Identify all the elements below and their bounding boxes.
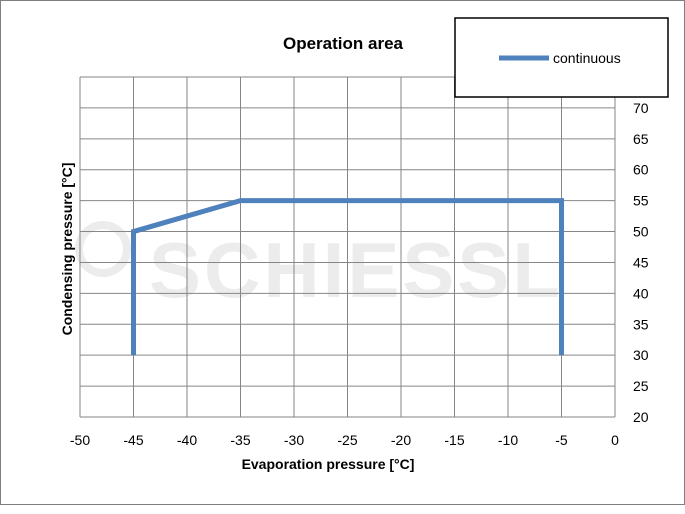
y-axis-ticks: 20 25 30 35 40 45 50 55 60 65 70 — [633, 100, 649, 425]
x-tick-label-10: 0 — [611, 432, 619, 448]
watermark-text: SCHIESSL — [149, 226, 563, 314]
chart-title: Operation area — [283, 34, 404, 53]
y-tick-label-9: 65 — [633, 131, 649, 147]
y-tick-label-8: 60 — [633, 162, 649, 178]
x-axis-ticks: -50 -45 -40 -35 -30 -25 -20 -15 -10 -5 0 — [70, 432, 619, 448]
x-tick-label-9: -5 — [555, 432, 568, 448]
operation-area-chart: SCHIESSL -50 -45 -40 -35 -30 -25 -20 -15 -10 -5 0 … — [59, 17, 669, 472]
schiessl-watermark: SCHIESSL — [75, 221, 563, 314]
y-tick-label-2: 30 — [633, 347, 649, 363]
x-tick-label-8: -10 — [498, 432, 518, 448]
y-tick-label-6: 50 — [633, 224, 649, 240]
x-tick-label-6: -20 — [391, 432, 411, 448]
x-axis-label: Evaporation pressure [°C] — [242, 456, 415, 472]
x-tick-label-3: -35 — [230, 432, 250, 448]
x-tick-label-2: -40 — [177, 432, 197, 448]
y-tick-label-5: 45 — [633, 254, 649, 270]
watermark-logo-circle — [75, 221, 131, 277]
legend-label-continuous: continuous — [553, 50, 621, 66]
y-tick-label-10: 70 — [633, 100, 649, 116]
x-tick-label-7: -15 — [444, 432, 464, 448]
x-tick-label-0: -50 — [70, 432, 90, 448]
x-tick-label-4: -30 — [284, 432, 304, 448]
y-axis-label: Condensing pressure [°C] — [59, 163, 75, 336]
x-tick-label-1: -45 — [123, 432, 143, 448]
y-tick-label-0: 20 — [633, 409, 649, 425]
y-tick-label-7: 55 — [633, 193, 649, 209]
y-tick-label-4: 40 — [633, 285, 649, 301]
y-tick-label-1: 25 — [633, 378, 649, 394]
legend-box — [454, 17, 669, 98]
x-tick-label-5: -25 — [337, 432, 357, 448]
y-tick-label-3: 35 — [633, 316, 649, 332]
legend: continuous — [454, 17, 669, 98]
series-layer — [131, 198, 564, 356]
